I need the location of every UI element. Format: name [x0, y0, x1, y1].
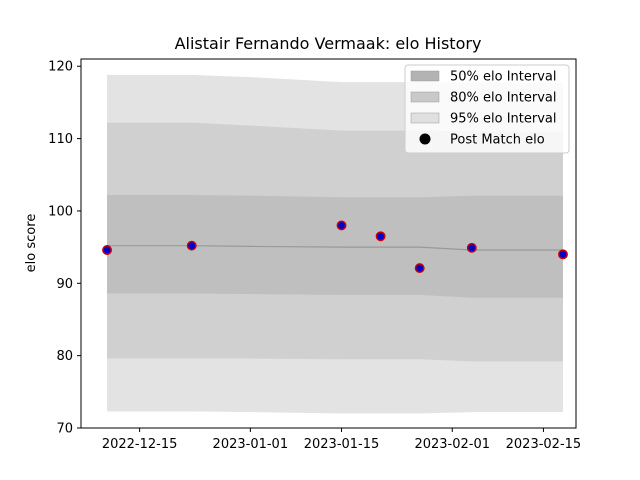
x-tick-label: 2023-01-01 [213, 437, 289, 452]
post-match-elo-point [375, 231, 386, 242]
y-tick-label: 100 [48, 204, 73, 219]
post-match-elo-point [336, 220, 347, 231]
legend-box [404, 64, 570, 154]
axes: 70 80 90 100 110 120 2022-12-15 2023-01-01 2023-… [48, 58, 582, 452]
mean-elo-line [107, 245, 563, 251]
post-match-elo-point [102, 245, 113, 255]
legend: 50% elo Interval 80% elo Interval 95% elo … [404, 64, 570, 154]
legend-swatch-80-elo-interval [410, 91, 440, 103]
legend-marker-post-match-elo [419, 133, 431, 145]
y-tick-label: 90 [56, 277, 73, 292]
band-50-elo-interval [107, 195, 563, 298]
post-match-elo-point [414, 263, 425, 274]
x-tick-label: 2023-02-01 [414, 437, 490, 452]
legend-label-post-match-elo: Post Match elo [450, 133, 545, 148]
y-tick-label: 70 [56, 422, 73, 437]
x-tick-label: 2022-12-15 [102, 437, 178, 452]
legend-swatch-50-elo-interval [410, 70, 440, 82]
y-tick-label: 120 [48, 60, 73, 75]
post-match-elo-point [558, 249, 568, 260]
legend-swatch-95-elo-interval [410, 112, 440, 124]
chart-title: Alistair Fernando Vermaak: elo History [175, 34, 482, 53]
legend-label-80-elo-interval: 80% elo Interval [450, 91, 557, 106]
y-axis-label: elo score [24, 214, 39, 273]
plot-area [102, 74, 568, 414]
post-match-elo-point [186, 240, 197, 251]
y-tick-label: 110 [48, 132, 73, 147]
y-tick-label: 80 [56, 349, 73, 364]
x-tick-label: 2023-02-15 [506, 437, 582, 452]
x-tick-label: 2023-01-15 [304, 437, 380, 452]
post-match-elo-point [466, 242, 477, 253]
legend-label-50-elo-interval: 50% elo Interval [450, 70, 557, 85]
legend-label-95-elo-interval: 95% elo Interval [450, 112, 557, 127]
plot-frame [80, 58, 577, 429]
